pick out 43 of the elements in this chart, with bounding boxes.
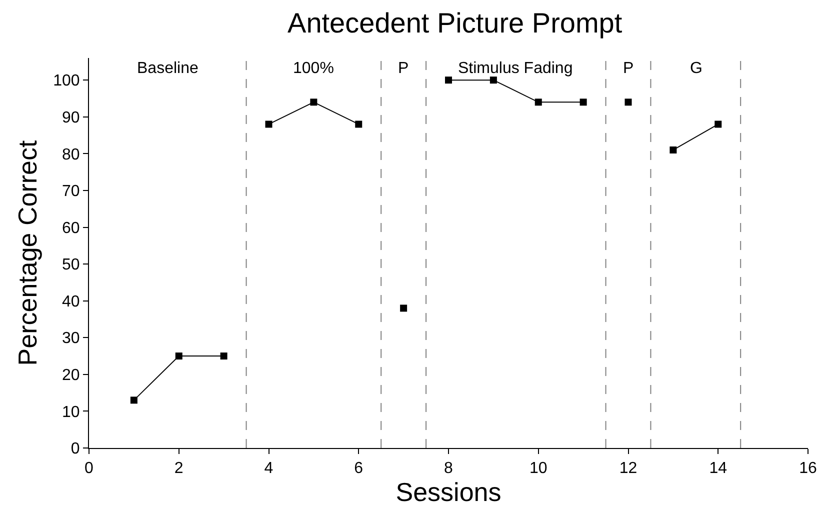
- x-tick-label: 10: [529, 460, 548, 478]
- point: [400, 304, 408, 312]
- point: [490, 76, 497, 84]
- point: [714, 120, 722, 128]
- annotation: P: [623, 60, 634, 77]
- chart-title: Antecedent Picture Prompt: [288, 8, 622, 38]
- y-tick-label: 20: [62, 367, 80, 384]
- x-tick-label: 4: [264, 460, 274, 478]
- point: [130, 396, 138, 404]
- y-tick-label: 0: [70, 440, 80, 458]
- annotation: Baseline: [137, 60, 198, 77]
- y-tick-label: 40: [62, 293, 80, 310]
- y-tick-label: 60: [62, 220, 80, 237]
- point: [445, 76, 452, 84]
- x-tick-label: 12: [619, 460, 638, 478]
- point: [310, 98, 318, 106]
- y-axis-title: Percentage Correct: [12, 140, 42, 366]
- y-tick-label: 90: [62, 109, 80, 126]
- point: [624, 98, 632, 106]
- x-axis-title: Sessions: [396, 477, 502, 508]
- x-tick-label: 14: [709, 460, 728, 478]
- point: [534, 98, 542, 106]
- point: [220, 352, 228, 360]
- point: [265, 120, 272, 128]
- x-tick-label: 0: [84, 460, 94, 478]
- y-tick-label: 100: [53, 72, 80, 90]
- y-tick-label: 10: [62, 404, 80, 421]
- y-tick-label: 50: [62, 256, 80, 274]
- point: [670, 146, 677, 154]
- x-tick-label: 16: [799, 460, 817, 478]
- y-tick-label: 80: [62, 146, 80, 164]
- annotation: P: [398, 60, 409, 77]
- annotation: 100%: [293, 60, 334, 77]
- point: [580, 98, 587, 106]
- x-tick-label: 2: [174, 460, 184, 478]
- x-tick-label: 6: [354, 460, 364, 478]
- x-tick-label: 8: [444, 460, 454, 478]
- y-tick-label: 30: [62, 330, 80, 348]
- y-tick-label: 70: [62, 183, 80, 200]
- annotation: Stimulus Fading: [458, 60, 573, 77]
- point: [175, 352, 182, 360]
- annotation: G: [690, 60, 702, 77]
- point: [355, 120, 362, 128]
